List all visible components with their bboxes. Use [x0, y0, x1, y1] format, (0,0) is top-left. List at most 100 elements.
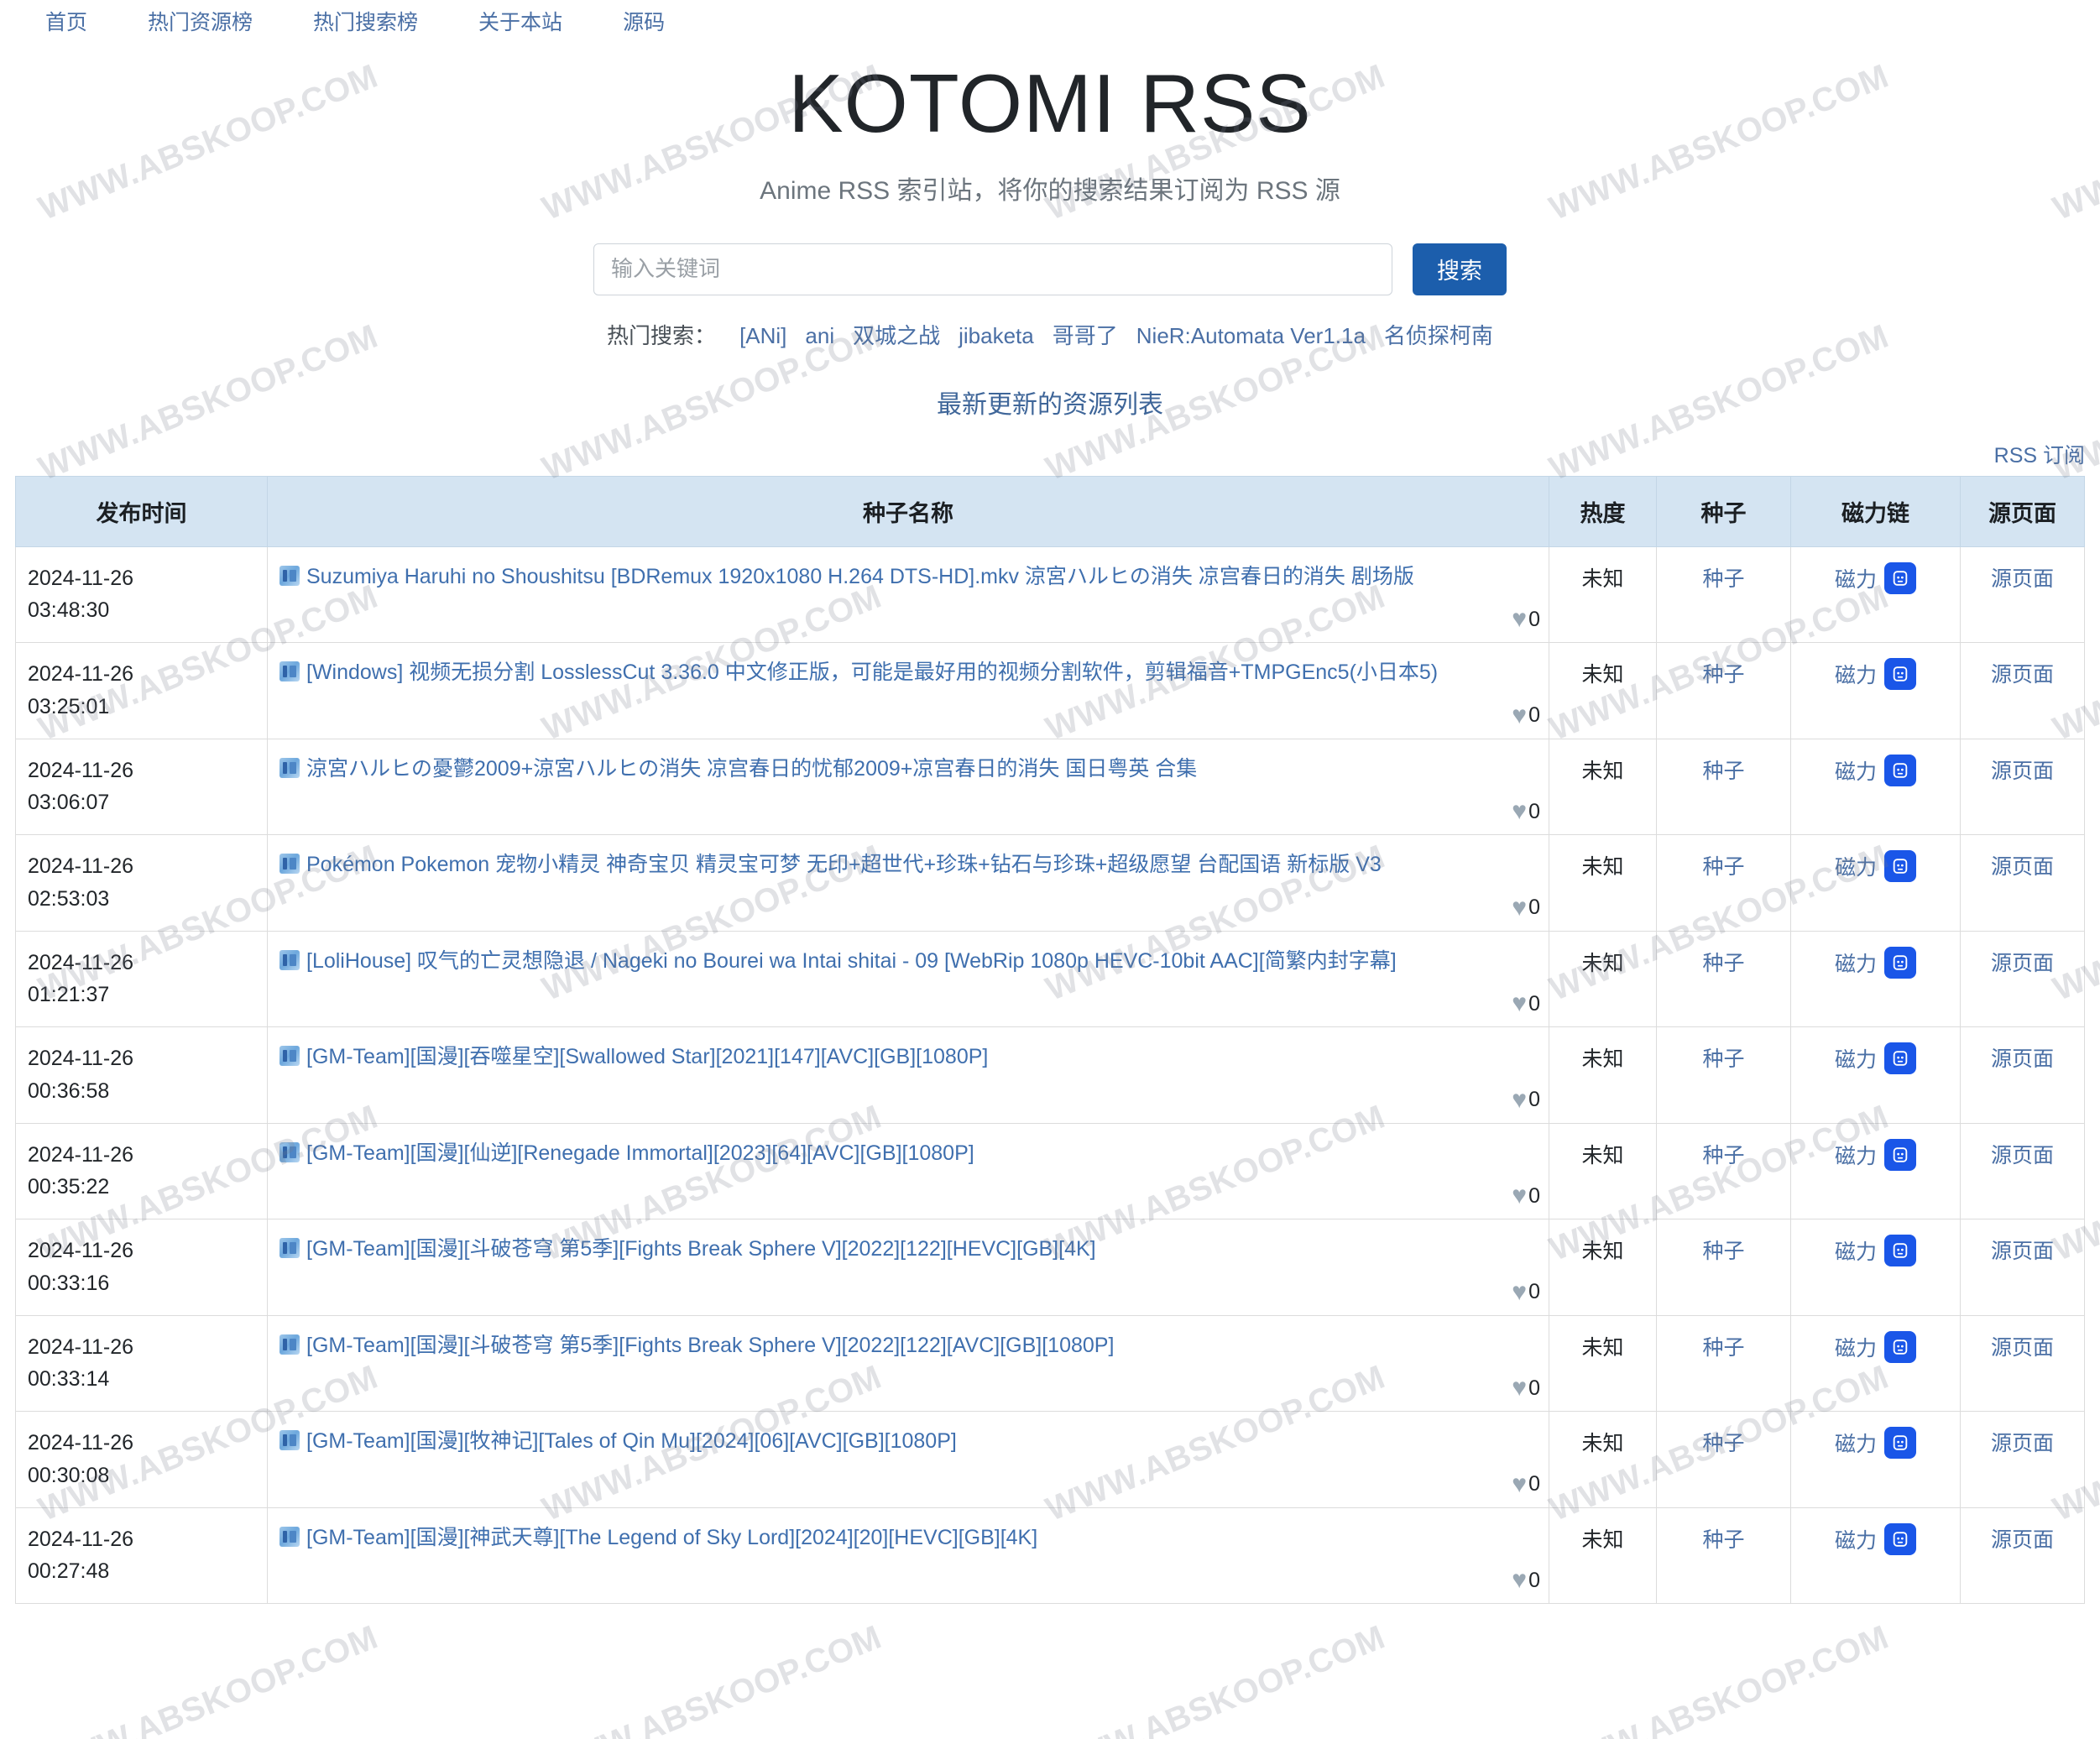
column-header-heat: 热度 [1549, 475, 1657, 547]
cell-seed: 种子 [1656, 642, 1791, 739]
seed-download-link[interactable]: 种子 [1702, 663, 1745, 687]
seed-download-link[interactable]: 种子 [1702, 951, 1745, 975]
robot-icon[interactable] [1884, 1427, 1916, 1460]
hot-search-tag-5[interactable]: 哥哥了 [1052, 322, 1118, 348]
robot-icon[interactable] [1884, 754, 1916, 786]
robot-icon[interactable] [1884, 658, 1916, 691]
robot-icon[interactable] [1884, 850, 1916, 883]
magnet-link[interactable]: 磁力 [1834, 1433, 1877, 1457]
source-page-link[interactable]: 源页面 [1990, 855, 2054, 880]
favorite-count-value: 0 [1528, 1568, 1540, 1592]
hot-search-tag-1[interactable]: [ANi] [739, 322, 787, 348]
magnet-link[interactable]: 磁力 [1834, 856, 1877, 880]
torrent-title-link[interactable]: [GM-Team][国漫][吞噬星空][Swallowed Star][2021… [306, 1045, 989, 1069]
heart-icon: ♥ [1512, 893, 1528, 922]
source-page-link[interactable]: 源页面 [1990, 1143, 2054, 1167]
hot-search-tag-2[interactable]: ani [805, 322, 835, 348]
robot-icon[interactable] [1884, 1330, 1916, 1363]
torrent-title-link[interactable]: [GM-Team][国漫][斗破苍穹 第5季][Fights Break Sph… [306, 1333, 1115, 1357]
magnet-link[interactable]: 磁力 [1834, 760, 1877, 784]
hot-search-tag-6[interactable]: NieR:Automata Ver1.1a [1136, 322, 1366, 348]
heart-icon: ♥ [1512, 1085, 1528, 1114]
robot-icon[interactable] [1884, 1138, 1916, 1171]
torrent-title-link[interactable]: [GM-Team][国漫][牧神记][Tales of Qin Mu][2024… [306, 1429, 957, 1454]
torrent-title-link[interactable]: [GM-Team][国漫][斗破苍穹 第5季][Fights Break Sph… [306, 1237, 1096, 1261]
table-head: 发布时间 种子名称 热度 种子 磁力链 源页面 [15, 475, 2085, 547]
cell-seed: 种子 [1656, 1219, 1791, 1316]
robot-icon[interactable] [1884, 561, 1916, 594]
magnet-link[interactable]: 磁力 [1834, 1144, 1877, 1168]
source-page-link[interactable]: 源页面 [1990, 759, 2054, 783]
robot-icon[interactable] [1884, 946, 1916, 979]
seed-download-link[interactable]: 种子 [1702, 1528, 1745, 1552]
favorite-count-badge[interactable]: ♥ 0 [1512, 991, 1540, 1016]
magnet-link[interactable]: 磁力 [1834, 1528, 1877, 1553]
favorite-count-badge[interactable]: ♥ 0 [1512, 1376, 1540, 1401]
seed-download-link[interactable]: 种子 [1702, 1143, 1745, 1167]
torrent-title-link[interactable]: [Windows] 视频无损分割 LosslessCut 3.36.0 中文修正… [306, 661, 1439, 685]
favorite-count-badge[interactable]: ♥ 0 [1512, 1471, 1540, 1497]
nav-item-source-code[interactable]: 源码 [623, 10, 666, 34]
torrent-title-link[interactable]: Pokémon Pokemon 宠物小精灵 神奇宝贝 精灵宝可梦 无印+超世代+… [306, 853, 1382, 877]
torrent-title-link[interactable]: 涼宮ハルヒの憂鬱2009+涼宮ハルヒの消失 凉宫春日的忧郁2009+凉宫春日的消… [306, 756, 1198, 781]
source-page-link[interactable]: 源页面 [1990, 1528, 2054, 1552]
seed-download-link[interactable]: 种子 [1702, 1335, 1745, 1360]
rss-subscribe-link[interactable]: RSS 订阅 [1993, 443, 2085, 467]
favorite-count-badge[interactable]: ♥ 0 [1512, 893, 1540, 922]
watermark-text: WWW.ABSKOOP.COM [1041, 1618, 1391, 1739]
magnet-link[interactable]: 磁力 [1834, 567, 1877, 592]
torrent-title-link[interactable]: [GM-Team][国漫][仙逆][Renegade Immortal][202… [306, 1141, 974, 1165]
magnet-link[interactable]: 磁力 [1834, 1048, 1877, 1073]
cell-magnet: 磁力 [1790, 1219, 1961, 1316]
magnet-link[interactable]: 磁力 [1834, 1240, 1877, 1265]
seed-download-link[interactable]: 种子 [1702, 1240, 1745, 1264]
source-page-link[interactable]: 源页面 [1990, 567, 2054, 591]
source-page-link[interactable]: 源页面 [1990, 1432, 2054, 1456]
latest-list-link[interactable]: 最新更新的资源列表 [937, 390, 1163, 419]
source-page-link[interactable]: 源页面 [1990, 663, 2054, 687]
favorite-count-badge[interactable]: ♥ 0 [1512, 799, 1540, 824]
nav-item-hot-searches[interactable]: 热门搜索榜 [313, 10, 419, 34]
magnet-cell-inner: 磁力 [1834, 754, 1916, 786]
search-button[interactable]: 搜索 [1413, 243, 1507, 295]
favorite-count-badge[interactable]: ♥ 0 [1512, 702, 1540, 728]
seed-download-link[interactable]: 种子 [1702, 855, 1745, 880]
favorite-count-value: 0 [1528, 991, 1540, 1016]
search-input[interactable] [593, 243, 1392, 295]
torrent-title-link[interactable]: [LoliHouse] 叹气的亡灵想隐退 / Nageki no Bourei … [306, 948, 1397, 973]
favorite-count-badge[interactable]: ♥ 0 [1512, 1085, 1540, 1114]
nav-item-hot-resources[interactable]: 热门资源榜 [148, 10, 253, 34]
nav-item-home[interactable]: 首页 [45, 10, 88, 34]
robot-icon[interactable] [1884, 1042, 1916, 1075]
hot-search-tag-4[interactable]: jibaketa [959, 322, 1034, 348]
source-page-link[interactable]: 源页面 [1990, 1335, 2054, 1360]
favorite-count-badge[interactable]: ♥ 0 [1512, 607, 1540, 632]
torrent-title-link[interactable]: Suzumiya Haruhi no Shoushitsu [BDRemux 1… [306, 564, 1414, 588]
seed-download-link[interactable]: 种子 [1702, 1432, 1745, 1456]
robot-icon[interactable] [1884, 1235, 1916, 1267]
favorite-count-badge[interactable]: ♥ 0 [1512, 1568, 1540, 1593]
cell-torrent-name: [Windows] 视频无损分割 LosslessCut 3.36.0 中文修正… [267, 642, 1549, 739]
cell-heat: 未知 [1549, 1411, 1657, 1508]
source-page-link[interactable]: 源页面 [1990, 1047, 2054, 1072]
cell-seed: 种子 [1656, 1507, 1791, 1605]
source-page-link[interactable]: 源页面 [1990, 951, 2054, 975]
magnet-link[interactable]: 磁力 [1834, 664, 1877, 688]
favorite-count-badge[interactable]: ♥ 0 [1512, 1279, 1540, 1305]
page-title: KOTOMI RSS [788, 57, 1312, 149]
hot-search-tag-3[interactable]: 双城之战 [853, 322, 941, 348]
magnet-link[interactable]: 磁力 [1834, 1336, 1877, 1360]
favorite-count-badge[interactable]: ♥ 0 [1512, 1183, 1540, 1209]
cell-publish-time: 2024-11-26 00:30:08 [15, 1411, 268, 1508]
hot-search-tag-7[interactable]: 名侦探柯南 [1383, 322, 1493, 348]
robot-icon[interactable] [1884, 1522, 1916, 1555]
cell-heat: 未知 [1549, 1026, 1657, 1124]
nav-item-about[interactable]: 关于本站 [478, 10, 563, 34]
cell-magnet: 磁力 [1790, 1507, 1961, 1605]
torrent-title-link[interactable]: [GM-Team][国漫][神武天尊][The Legend of Sky Lo… [306, 1525, 1038, 1549]
seed-download-link[interactable]: 种子 [1702, 567, 1745, 591]
seed-download-link[interactable]: 种子 [1702, 1047, 1745, 1072]
source-page-link[interactable]: 源页面 [1990, 1240, 2054, 1264]
seed-download-link[interactable]: 种子 [1702, 759, 1745, 783]
magnet-link[interactable]: 磁力 [1834, 952, 1877, 976]
